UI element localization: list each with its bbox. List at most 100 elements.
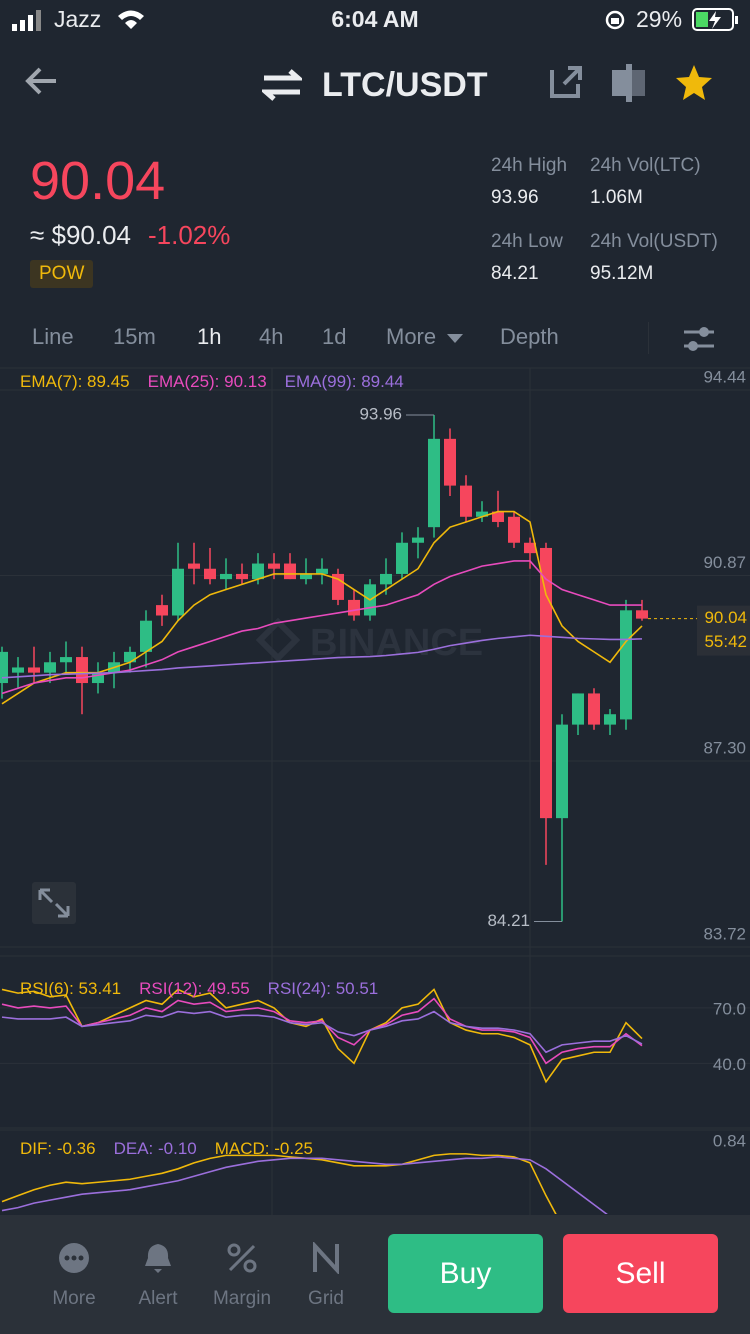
indicator-line [1, 1156, 608, 1214]
candle-body [348, 599, 360, 616]
battery-percent: 29% [636, 6, 683, 32]
indicator-line [1, 988, 643, 1084]
tab-active[interactable]: 1h [197, 324, 222, 349]
tab[interactable]: More [386, 324, 437, 349]
candle-body [252, 563, 264, 580]
candle-body [412, 537, 424, 543]
indicator-line [1, 1010, 643, 1054]
indicator-line [1, 510, 643, 705]
buy-button[interactable]: Buy [388, 1234, 543, 1313]
candle-body [0, 651, 8, 684]
expand-icon [38, 888, 70, 918]
legend-entry: EMA(99): 89.44 [285, 372, 404, 391]
indicator-line [1, 634, 643, 679]
legend-entry: DEA: -0.10 [114, 1139, 197, 1158]
candle-body [396, 542, 408, 574]
candle-body [12, 667, 24, 673]
legend-entry: RSI(6): 53.41 [20, 979, 121, 998]
legend-entry: RSI(12): 49.55 [139, 979, 250, 998]
y-tick-label: 40.0 [713, 1055, 746, 1074]
nav-label[interactable]: Alert [138, 1288, 178, 1309]
nav-label[interactable]: Margin [212, 1288, 272, 1309]
candle-body [268, 563, 280, 569]
candle-body [588, 693, 600, 725]
sell-button[interactable]: Sell [563, 1234, 718, 1313]
candle-body [572, 693, 584, 725]
countdown: 55:42 [704, 632, 747, 651]
candle-body [508, 516, 520, 543]
y-tick-label: 83.72 [703, 924, 746, 943]
candle-body [124, 651, 136, 663]
legend: RSI(6): 53.41 RSI(12): 49.55 RSI(24): 50.5… [20, 979, 378, 998]
legend: EMA(7): 89.45 EMA(25): 90.13 EMA(99): 89.4… [20, 372, 404, 391]
candle-body [44, 662, 56, 673]
pair-title[interactable]: LTC/USDT [322, 66, 488, 104]
candle-body [92, 672, 104, 684]
favorite-button[interactable] [674, 64, 714, 102]
carrier: Jazz [54, 6, 102, 32]
watermark: BINANCE [255, 617, 483, 664]
candle-body [172, 568, 184, 616]
candle-body [316, 568, 328, 574]
candle-body [188, 563, 200, 569]
candle-body [236, 573, 248, 580]
candle-body [540, 547, 552, 819]
margin-icon[interactable] [226, 1242, 258, 1274]
settings-button[interactable] [682, 324, 716, 354]
candles [0, 414, 648, 922]
legend: DIF: -0.36 DEA: -0.10 MACD: -0.25 [20, 1139, 313, 1158]
y-tick-label: 94.44 [703, 367, 746, 386]
candle-body [428, 438, 440, 528]
legend-entry: EMA(25): 90.13 [148, 372, 267, 391]
legend-entry: DIF: -0.36 [20, 1139, 96, 1158]
grid-icon[interactable] [311, 1242, 341, 1274]
expand-button[interactable] [32, 882, 76, 924]
last-price-box [697, 605, 750, 656]
stat-value: 84.21 [491, 263, 539, 284]
lock-icon [605, 10, 625, 30]
wifi-icon [118, 10, 144, 29]
signal-icon [12, 10, 41, 31]
tab[interactable]: 1d [322, 324, 347, 349]
price-change: -1.02% [148, 220, 231, 250]
back-button[interactable] [22, 64, 62, 98]
candle-body [284, 563, 296, 580]
candle-body [28, 667, 40, 673]
last-price: 90.04 [30, 151, 166, 211]
candle-body [76, 657, 88, 684]
more-icon[interactable] [58, 1242, 90, 1274]
stat-label: 24h High [491, 155, 568, 176]
y-tick-label: 70.0 [713, 999, 746, 1018]
candle-body [524, 542, 536, 554]
candle-body [556, 724, 568, 819]
tab[interactable]: 4h [259, 324, 284, 349]
y-tick-label: 90.87 [703, 553, 746, 572]
nav-label[interactable]: Grid [308, 1288, 344, 1309]
share-button[interactable] [548, 64, 584, 100]
clock: 6:04 AM [331, 6, 419, 32]
candle-body [204, 568, 216, 580]
compare-button[interactable] [612, 64, 648, 102]
dropdown-icon [447, 334, 463, 343]
tab[interactable]: 15m [113, 324, 156, 349]
battery-icon [692, 8, 738, 31]
candle-body [460, 485, 472, 517]
tab[interactable]: Line [32, 324, 74, 349]
stat-value: 95.12M [590, 263, 654, 284]
candle-body [60, 657, 72, 663]
min-label: 84.21 [487, 911, 530, 930]
macd-lines [1, 1153, 608, 1214]
tab[interactable]: Depth [500, 324, 559, 349]
alert-icon[interactable] [143, 1242, 173, 1274]
stat-label: 24h Low [491, 231, 563, 252]
stat-value: 1.06M [590, 187, 643, 208]
fiat-price: ≈ $90.04 [30, 220, 132, 250]
legend-entry: EMA(7): 89.45 [20, 372, 130, 391]
stat-label: 24h Vol(LTC) [590, 155, 701, 176]
candle-body [476, 511, 488, 517]
swap-icon[interactable] [262, 68, 302, 102]
nav-label[interactable]: More [52, 1288, 96, 1309]
stat-value: 93.96 [491, 187, 539, 208]
